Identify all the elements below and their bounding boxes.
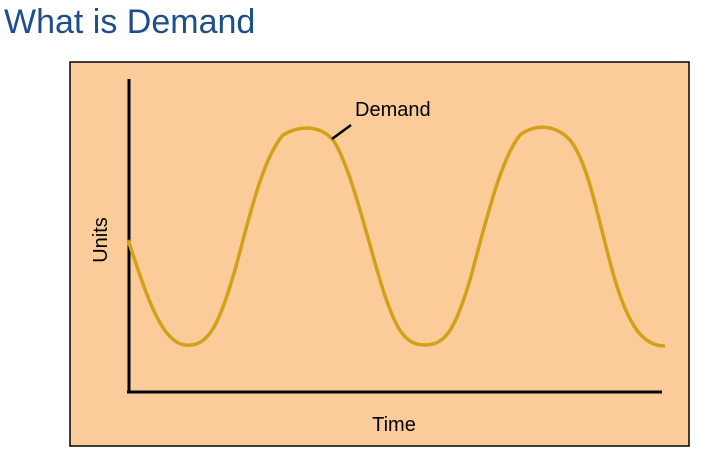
- demand-callout-line: [331, 123, 352, 141]
- diagram-panel: [69, 61, 690, 447]
- demand-label: Demand: [355, 99, 431, 121]
- slide-title: What is Demand: [4, 3, 256, 41]
- x-axis-label: Time: [372, 414, 416, 436]
- demand-curve: [126, 125, 666, 348]
- y-axis-label: Units: [90, 217, 112, 263]
